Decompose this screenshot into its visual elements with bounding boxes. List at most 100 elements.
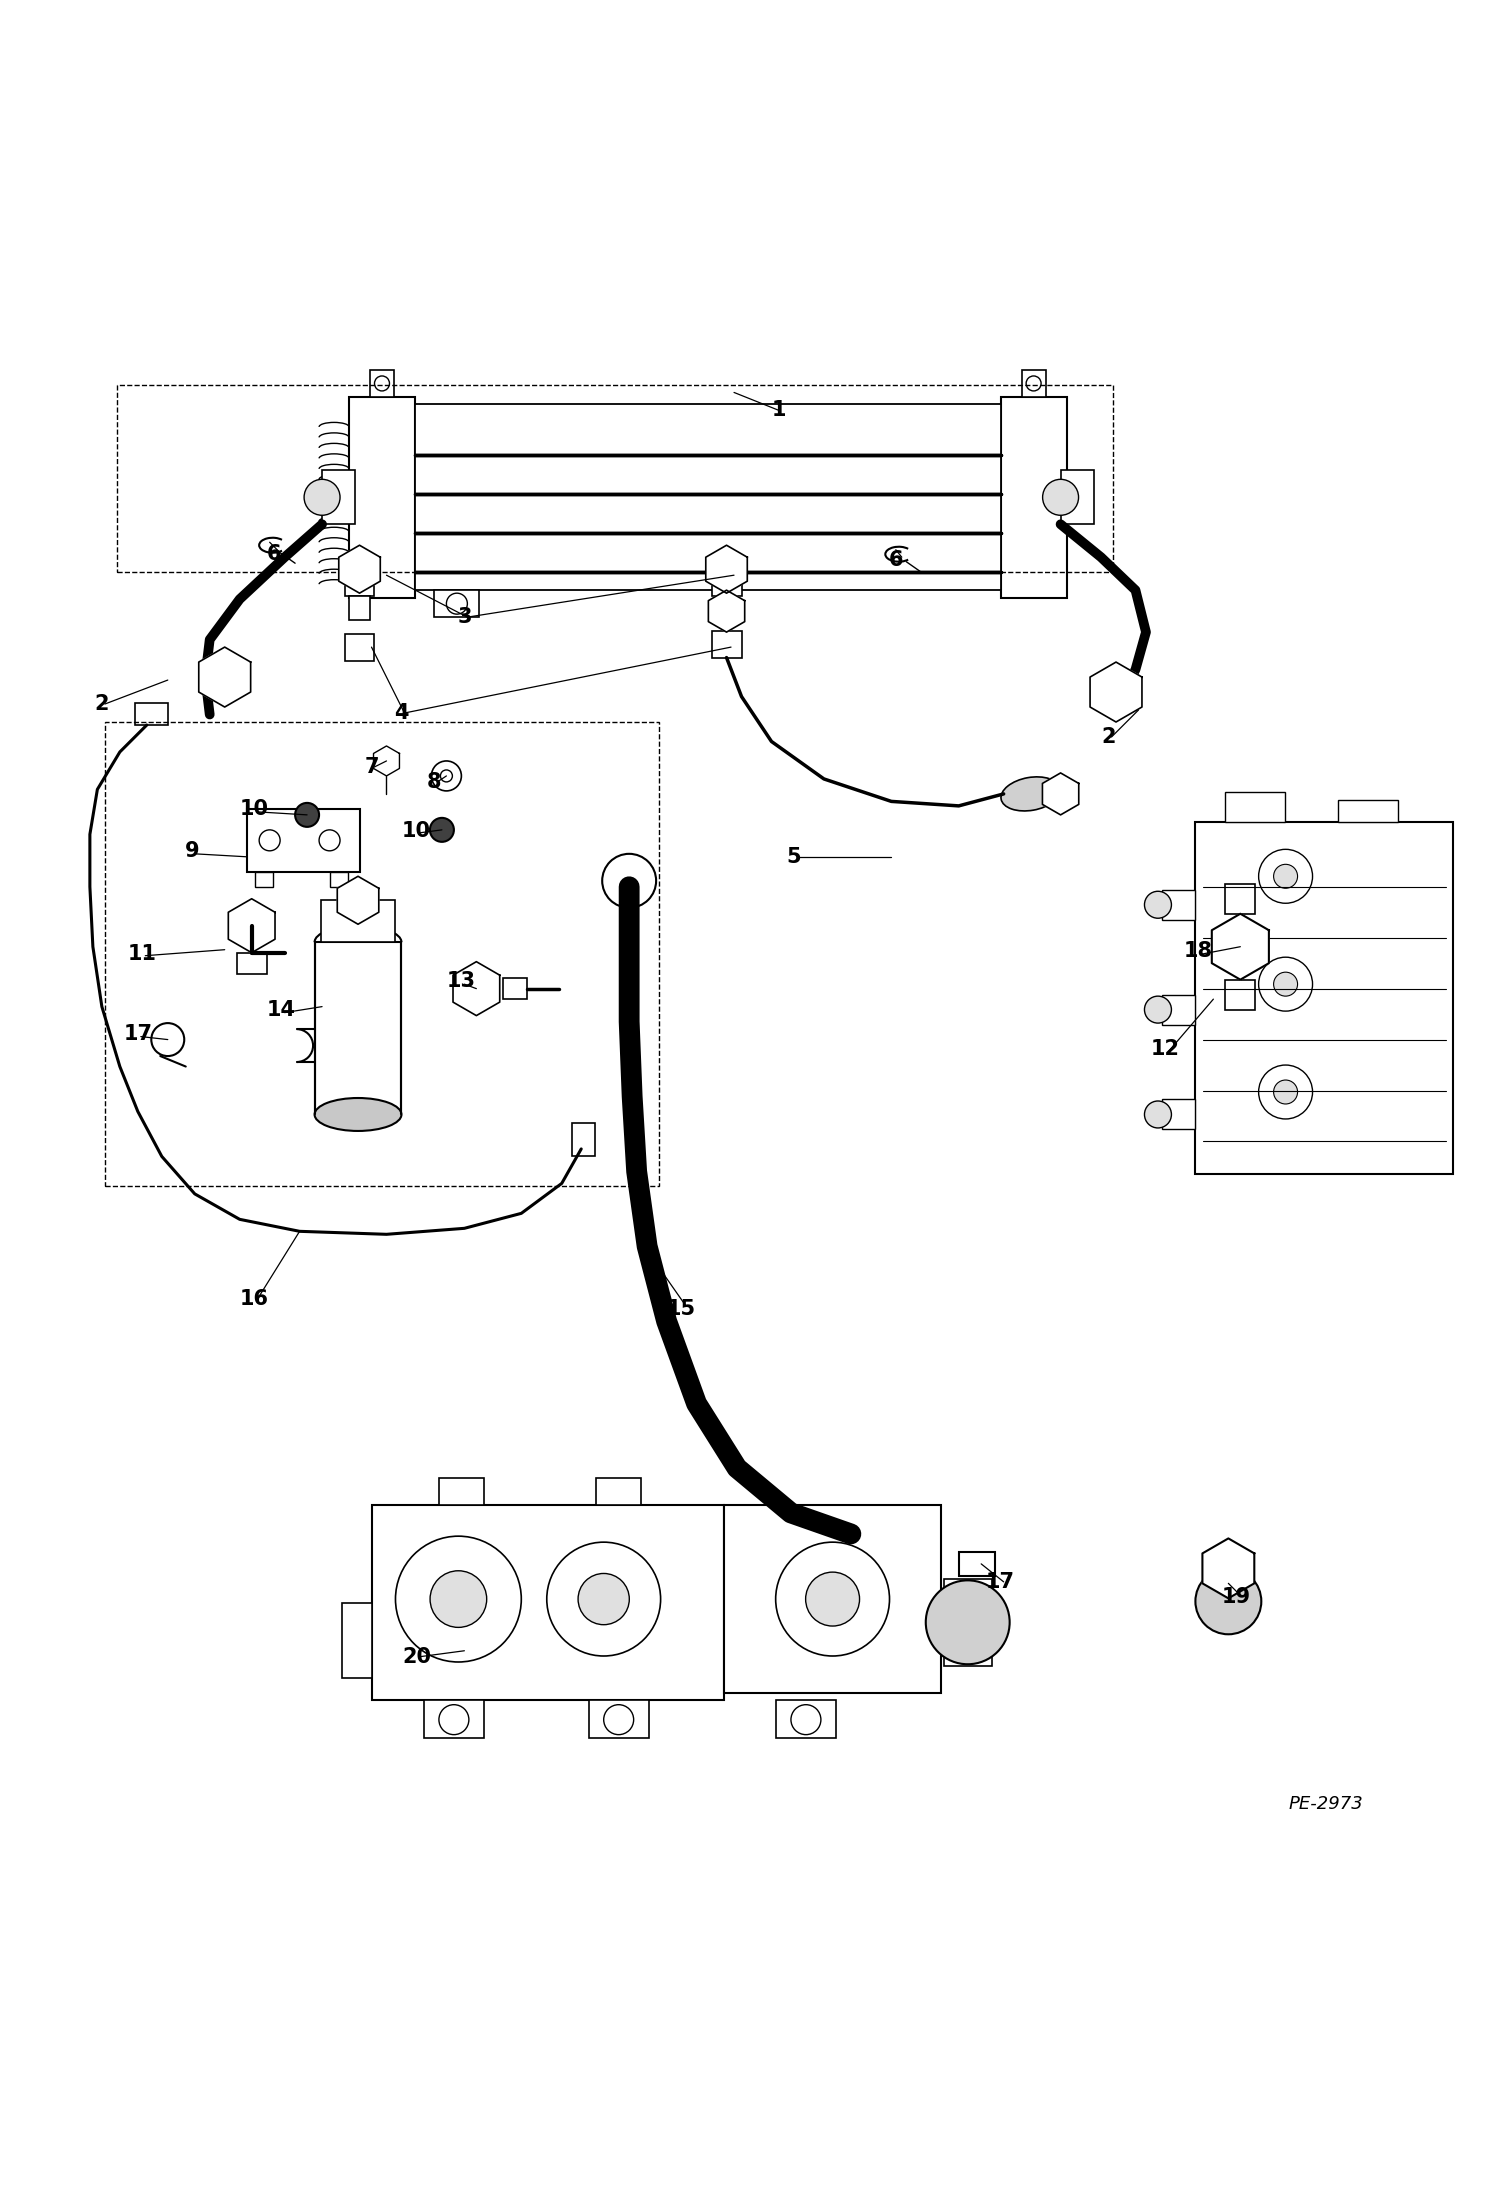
Circle shape xyxy=(1043,480,1079,515)
Circle shape xyxy=(431,761,461,792)
Circle shape xyxy=(547,1542,661,1656)
Bar xyxy=(1001,397,1067,599)
Text: 19: 19 xyxy=(1221,1588,1251,1607)
Text: 18: 18 xyxy=(1183,941,1213,961)
Circle shape xyxy=(1273,1079,1297,1103)
Bar xyxy=(1225,884,1255,914)
Bar xyxy=(1022,371,1046,397)
Bar xyxy=(1225,980,1255,1009)
Bar xyxy=(247,809,360,873)
Polygon shape xyxy=(339,546,380,592)
Bar xyxy=(349,397,415,599)
Text: 11: 11 xyxy=(127,945,157,965)
Circle shape xyxy=(1026,375,1041,390)
Polygon shape xyxy=(199,647,250,706)
Bar xyxy=(712,570,742,596)
Polygon shape xyxy=(228,899,276,952)
Bar xyxy=(322,469,355,524)
Text: PE-2973: PE-2973 xyxy=(1288,1794,1363,1814)
Bar xyxy=(572,1123,595,1156)
Text: 10: 10 xyxy=(401,822,431,842)
Circle shape xyxy=(430,818,454,842)
Text: 2: 2 xyxy=(1101,728,1116,748)
Text: 1: 1 xyxy=(771,401,786,421)
Bar xyxy=(415,404,1001,590)
Ellipse shape xyxy=(1001,776,1061,811)
Circle shape xyxy=(440,770,452,783)
Polygon shape xyxy=(1091,662,1141,721)
Text: 15: 15 xyxy=(667,1298,697,1320)
Circle shape xyxy=(374,375,389,390)
Circle shape xyxy=(1144,996,1171,1024)
Bar xyxy=(503,978,527,1000)
Text: 8: 8 xyxy=(427,772,442,792)
Text: 14: 14 xyxy=(267,1000,297,1020)
Text: 6: 6 xyxy=(888,550,903,570)
Bar xyxy=(589,1700,649,1737)
Bar xyxy=(944,1579,992,1667)
Bar xyxy=(321,901,395,943)
Text: 17: 17 xyxy=(123,1024,153,1044)
Text: 2: 2 xyxy=(94,693,109,715)
Text: 16: 16 xyxy=(240,1289,270,1309)
Polygon shape xyxy=(373,746,400,776)
Text: 10: 10 xyxy=(240,798,270,818)
Bar xyxy=(370,371,394,397)
Bar xyxy=(725,1504,941,1693)
Circle shape xyxy=(446,592,467,614)
Circle shape xyxy=(806,1572,860,1625)
Bar xyxy=(712,632,742,658)
Bar xyxy=(1162,890,1195,919)
Circle shape xyxy=(791,1704,821,1735)
Bar xyxy=(1162,1099,1195,1129)
Circle shape xyxy=(295,803,319,827)
Bar xyxy=(349,596,370,621)
Bar xyxy=(1338,800,1398,822)
Text: 17: 17 xyxy=(986,1572,1016,1592)
Circle shape xyxy=(304,480,340,515)
Bar xyxy=(315,943,401,1114)
Bar xyxy=(330,873,348,886)
Circle shape xyxy=(1273,971,1297,996)
Circle shape xyxy=(578,1572,629,1625)
Bar xyxy=(345,570,374,596)
Circle shape xyxy=(395,1535,521,1662)
Text: 7: 7 xyxy=(364,757,379,776)
Text: 3: 3 xyxy=(457,607,472,627)
Bar xyxy=(776,1700,836,1737)
Polygon shape xyxy=(1212,914,1269,980)
Bar xyxy=(1162,996,1195,1024)
Circle shape xyxy=(430,1570,487,1627)
Bar xyxy=(1195,822,1453,1175)
Circle shape xyxy=(439,1704,469,1735)
Polygon shape xyxy=(337,877,379,923)
Bar xyxy=(1061,469,1094,524)
Text: 5: 5 xyxy=(786,846,801,866)
Circle shape xyxy=(776,1542,890,1656)
Text: 9: 9 xyxy=(184,840,199,862)
Bar xyxy=(439,1478,484,1504)
Ellipse shape xyxy=(315,1099,401,1132)
Circle shape xyxy=(1258,849,1312,904)
Polygon shape xyxy=(452,963,500,1015)
Polygon shape xyxy=(1043,772,1079,816)
Bar xyxy=(372,1504,725,1700)
Bar xyxy=(434,590,479,616)
Polygon shape xyxy=(1203,1539,1254,1599)
Polygon shape xyxy=(709,590,745,632)
Polygon shape xyxy=(706,546,748,592)
Bar xyxy=(959,1553,995,1577)
Bar xyxy=(117,386,1113,572)
Text: 12: 12 xyxy=(1150,1039,1180,1059)
Text: 4: 4 xyxy=(394,704,409,724)
Circle shape xyxy=(1258,1066,1312,1118)
Circle shape xyxy=(1144,890,1171,919)
Bar xyxy=(342,1603,372,1678)
Bar xyxy=(255,873,273,886)
Circle shape xyxy=(319,829,340,851)
Text: 6: 6 xyxy=(267,544,282,564)
Circle shape xyxy=(602,853,656,908)
Circle shape xyxy=(1258,956,1312,1011)
Circle shape xyxy=(604,1704,634,1735)
Circle shape xyxy=(259,829,280,851)
